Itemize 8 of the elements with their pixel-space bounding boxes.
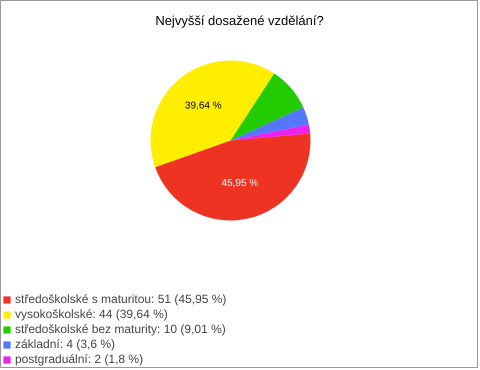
- legend-label: postgraduální: 2 (1,8 %): [15, 352, 144, 366]
- data-label: 45,95 %: [222, 178, 258, 189]
- chart-title: Nejvyšší dosažené vzdělání?: [155, 13, 324, 28]
- data-label: 39,64 %: [184, 100, 222, 112]
- legend-label: základní: 4 (3,6 %): [15, 337, 116, 351]
- legend-label: vysokoškolské: 44 (39,64 %): [15, 307, 168, 321]
- legend-label: středoškolské s maturitou: 51 (45,95 %): [15, 292, 226, 306]
- legend-label: středoškolské bez maturity: 10 (9,01 %): [15, 322, 226, 336]
